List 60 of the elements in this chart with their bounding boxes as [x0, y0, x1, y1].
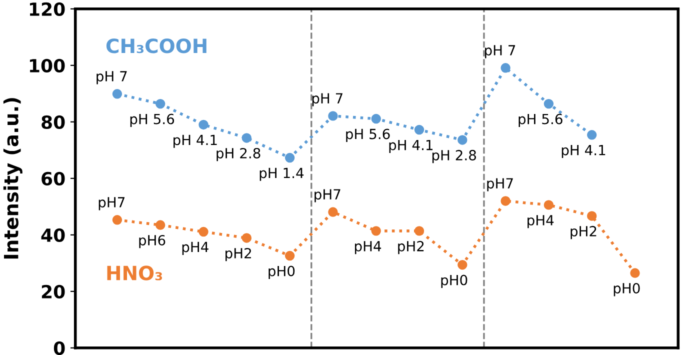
data-label: pH 5.6 — [346, 128, 390, 142]
data-label: pH7 — [314, 189, 340, 202]
point — [544, 98, 554, 109]
y-tick-label: 0 — [54, 341, 65, 355]
data-label: pH 2.8 — [216, 148, 260, 162]
point — [198, 120, 208, 130]
data-label: pH 1.4 — [260, 168, 304, 181]
point — [155, 98, 166, 109]
point — [630, 268, 640, 278]
y-tick-label: 100 — [30, 58, 65, 72]
point — [198, 226, 208, 237]
point — [328, 207, 338, 217]
y-tick-label: 60 — [42, 172, 65, 186]
data-label: pH7 — [98, 197, 125, 210]
data-label: pH 7 — [96, 71, 127, 84]
data-label: pH 5.6 — [518, 114, 562, 127]
y-tick-label: 80 — [42, 115, 65, 129]
data-label: pH7 — [487, 178, 513, 192]
data-label: pH 4.1 — [389, 140, 433, 153]
point — [155, 220, 166, 230]
point — [371, 114, 381, 124]
point — [458, 260, 468, 270]
data-label: pH0 — [614, 283, 640, 296]
data-label: pH 4.1 — [174, 134, 217, 148]
data-label: pH 4.1 — [562, 145, 606, 158]
data-label: pH2 — [398, 240, 424, 254]
data-label: pH 5.6 — [130, 114, 174, 127]
point — [414, 124, 424, 135]
point — [458, 135, 468, 145]
point — [586, 211, 597, 221]
y-tick-label: 120 — [30, 2, 65, 16]
y-tick-label: 40 — [41, 228, 65, 242]
data-label: pH4 — [354, 241, 382, 254]
point — [112, 89, 122, 99]
data-label: pH4 — [182, 242, 208, 255]
y-axis-title: Intensity (a.u.) — [3, 98, 22, 259]
point — [544, 200, 554, 210]
point — [586, 130, 597, 140]
data-label: pH 7 — [485, 45, 516, 58]
point — [500, 63, 510, 73]
point — [242, 233, 252, 243]
point — [500, 196, 510, 206]
point — [328, 111, 338, 121]
point — [284, 152, 295, 163]
data-label: pH 2.8 — [432, 150, 476, 164]
point — [371, 226, 381, 236]
data-label: pH6 — [139, 234, 166, 248]
data-label: pH4 — [528, 215, 554, 228]
point — [112, 215, 122, 225]
point — [284, 250, 295, 261]
point — [242, 133, 252, 143]
point — [414, 226, 424, 236]
data-label: pH0 — [268, 266, 295, 279]
data-label: pH0 — [441, 274, 468, 288]
data-label: pH2 — [570, 226, 596, 240]
series-label: CH₃COOH — [106, 38, 206, 54]
y-tick-label: 20 — [42, 284, 65, 299]
series-label: HNO₃ — [107, 266, 162, 280]
data-label: pH2 — [226, 248, 251, 262]
data-label: pH 7 — [312, 93, 342, 106]
